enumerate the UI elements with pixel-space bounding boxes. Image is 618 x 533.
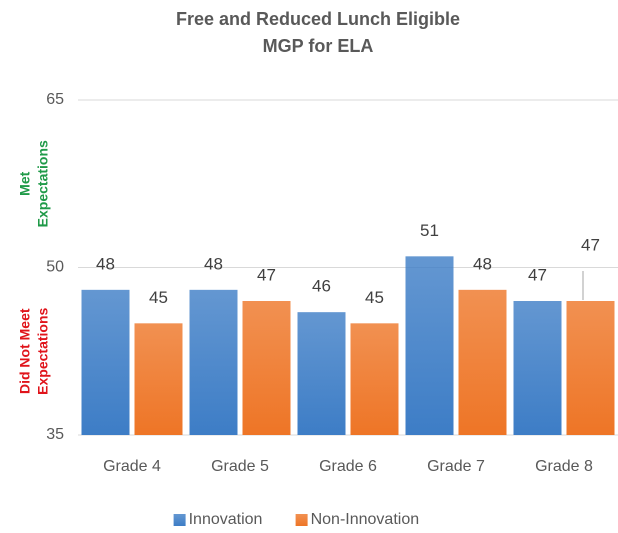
data-label: 47 <box>528 265 547 284</box>
y-tick-label: 35 <box>46 426 64 443</box>
annotation: Did Not Meet <box>17 308 33 394</box>
data-label: 48 <box>96 254 115 273</box>
legend-label: Innovation <box>189 511 263 528</box>
bar <box>189 289 238 435</box>
annotation: Met <box>17 171 33 195</box>
legend-label: Non-Innovation <box>311 511 420 528</box>
data-label: 48 <box>204 254 223 273</box>
data-label: 45 <box>365 288 384 307</box>
y-tick-label: 50 <box>46 259 64 276</box>
bar <box>513 301 562 435</box>
legend-swatch <box>173 514 186 526</box>
chart-subtitle: MGP for ELA <box>263 36 374 56</box>
data-label: 51 <box>420 221 439 240</box>
annotation: Expectations <box>35 140 51 227</box>
x-tick-label: Grade 6 <box>319 458 377 475</box>
annotation: Expectations <box>35 307 51 394</box>
y-tick-label: 65 <box>46 91 64 108</box>
bar <box>242 301 291 435</box>
bar <box>81 289 130 435</box>
chart-title: Free and Reduced Lunch Eligible <box>176 9 460 29</box>
bar <box>350 323 399 435</box>
x-tick-label: Grade 4 <box>103 458 161 475</box>
data-label: 45 <box>149 288 168 307</box>
x-tick-label: Grade 5 <box>211 458 269 475</box>
data-label: 48 <box>473 254 492 273</box>
data-label: 47 <box>257 265 276 284</box>
bar <box>458 289 507 435</box>
x-tick-label: Grade 8 <box>535 458 593 475</box>
bar <box>405 256 454 435</box>
x-tick-label: Grade 7 <box>427 458 485 475</box>
data-label: 47 <box>581 235 600 254</box>
data-label: 46 <box>312 277 331 296</box>
legend-swatch <box>295 514 308 526</box>
bar <box>566 301 615 435</box>
bar <box>134 323 183 435</box>
bar <box>297 312 346 435</box>
